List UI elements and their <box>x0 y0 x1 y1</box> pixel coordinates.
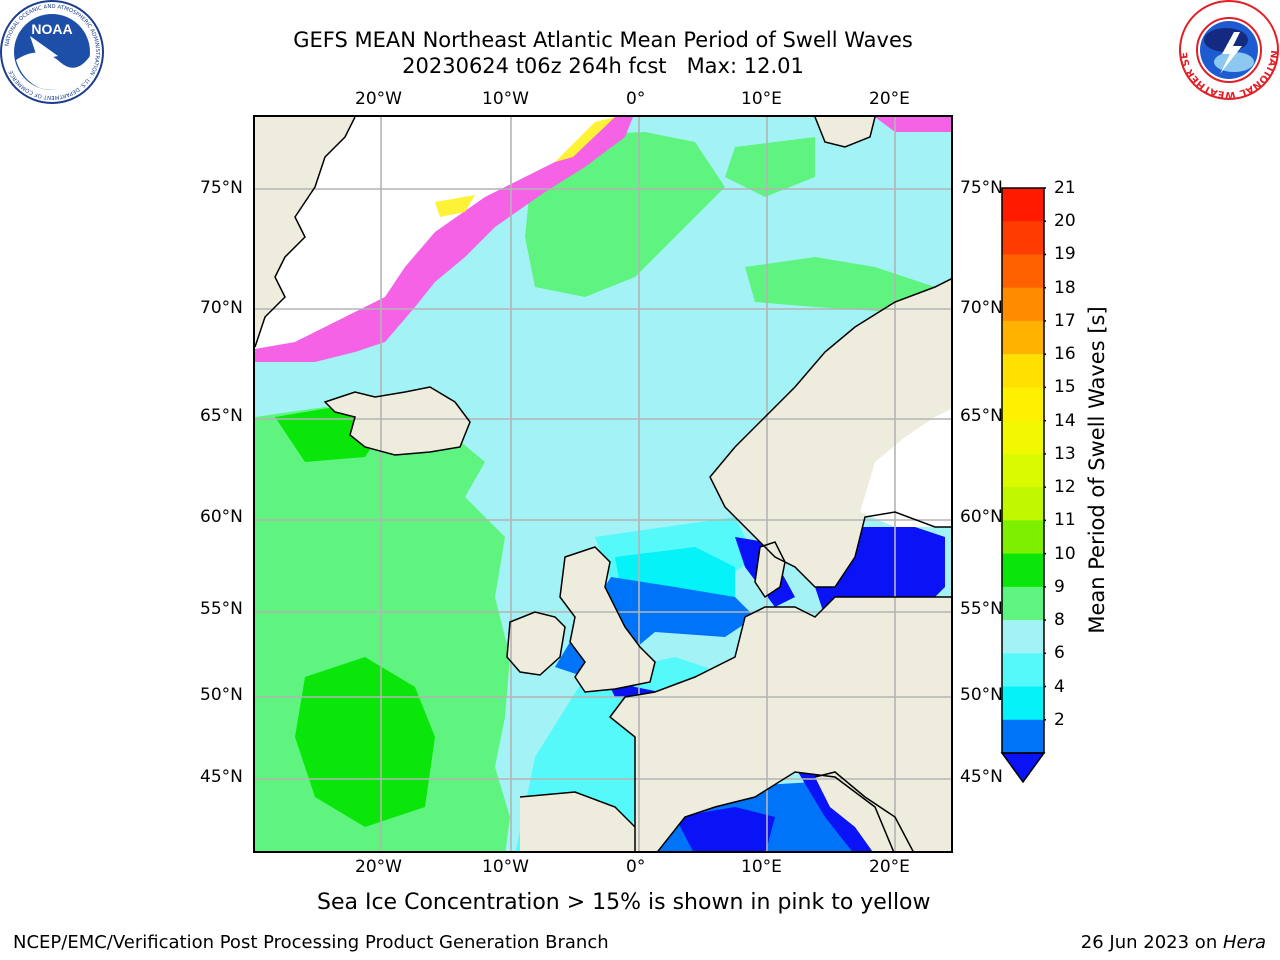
colorbar-segment <box>1002 320 1044 355</box>
colorbar-tick-label: 10 <box>1054 543 1076 564</box>
colorbar-extend-triangle <box>1000 752 1046 784</box>
colorbar-tick-label: 17 <box>1054 310 1076 331</box>
footer-date-text: 26 Jun 2023 on <box>1080 932 1223 953</box>
lat-tick-right: 70°N <box>960 298 1003 318</box>
colorbar <box>1000 187 1046 784</box>
lat-tick-right: 65°N <box>960 406 1003 426</box>
colorbar-segment <box>1002 487 1044 521</box>
sea-ice-caption: Sea Ice Concentration > 15% is shown in … <box>317 890 931 915</box>
colorbar-segment <box>1002 520 1044 555</box>
lat-tick-left: 70°N <box>200 298 243 318</box>
ocean-swell-11s <box>295 657 435 827</box>
colorbar-segment <box>1002 254 1044 289</box>
land-continental-europe <box>610 597 951 851</box>
colorbar-tick-label: 15 <box>1054 377 1076 398</box>
sea-ice-edge <box>435 195 475 217</box>
lon-tick-top: 20°W <box>355 89 402 109</box>
chart-subtitle: 20230624 t06z 264h fcst Max: 12.01 <box>402 54 804 78</box>
footer-date: 26 Jun 2023 on Hera <box>1081 932 1266 953</box>
colorbar-tick-label: 14 <box>1054 410 1076 431</box>
colorbar-tick-label: 16 <box>1054 344 1076 365</box>
ocean-swell-2s <box>675 807 775 851</box>
land-italy <box>815 772 913 851</box>
lon-tick-top: 0° <box>626 89 646 109</box>
ice-gulf-of-bothnia <box>860 409 951 527</box>
colorbar-tick-label: 20 <box>1054 211 1076 232</box>
lat-tick-left: 55°N <box>200 599 243 619</box>
coastlines <box>255 117 951 851</box>
land-denmark <box>755 542 785 597</box>
land-ireland <box>507 612 565 675</box>
colorbar-segment <box>1002 188 1044 222</box>
chart-title: GEFS MEAN Northeast Atlantic Mean Period… <box>293 28 913 52</box>
lon-tick-top: 10°E <box>741 89 782 109</box>
colorbar-tick-label: 21 <box>1054 178 1076 198</box>
footer-credit: NCEP/EMC/Verification Post Processing Pr… <box>13 932 609 953</box>
ocean-swell-10s <box>275 527 485 597</box>
sea-ice-edge <box>875 117 951 132</box>
colorbar-segment <box>1002 287 1044 322</box>
colorbar-tick-label: 18 <box>1054 277 1076 298</box>
land-iceland <box>325 387 470 455</box>
lon-tick-bottom: 20°W <box>355 857 402 877</box>
nws-logo: NATIONAL WEATHER SERVICE <box>1178 0 1279 100</box>
colorbar-segment <box>1002 420 1044 455</box>
colorbar-tick-label: 4 <box>1054 676 1065 697</box>
lon-tick-top: 20°E <box>869 89 910 109</box>
colorbar-segment <box>1002 387 1044 422</box>
colorbar-segment <box>1002 620 1044 654</box>
lat-tick-left: 75°N <box>200 178 243 198</box>
sea-ice <box>255 117 625 352</box>
footer-machine: Hera <box>1222 932 1266 953</box>
colorbar-tick-label: 19 <box>1054 244 1076 265</box>
map-panel <box>253 115 953 853</box>
land-svalbard <box>815 117 875 147</box>
lat-tick-right: 75°N <box>960 178 1003 198</box>
colorbar-tick-label: 12 <box>1054 477 1076 498</box>
colorbar-label: Mean Period of Swell Waves [s] <box>1085 306 1109 634</box>
lat-tick-right: 45°N <box>960 767 1003 787</box>
colorbar-segment <box>1002 686 1044 721</box>
lon-tick-bottom: 0° <box>626 857 646 877</box>
ocean-swell-10s <box>725 137 815 197</box>
lat-tick-left: 60°N <box>200 507 243 527</box>
colorbar-segment <box>1002 453 1044 488</box>
lat-tick-right: 60°N <box>960 507 1003 527</box>
colorbar-segment <box>1002 553 1044 588</box>
noaa-logo-text: NOAA <box>31 21 72 37</box>
lat-tick-right: 55°N <box>960 599 1003 619</box>
colorbar-frame <box>1001 187 1045 754</box>
colorbar-segment <box>1002 586 1044 621</box>
sea-ice-edge <box>555 117 615 162</box>
lat-tick-left: 50°N <box>200 685 243 705</box>
lat-tick-right: 50°N <box>960 685 1003 705</box>
colorbar-tick-label: 11 <box>1054 510 1076 531</box>
lat-tick-left: 45°N <box>200 767 243 787</box>
colorbar-tick-label: 8 <box>1054 610 1065 631</box>
land-great-britain <box>560 547 655 692</box>
lon-tick-bottom: 10°W <box>482 857 529 877</box>
land-greenland <box>255 117 355 347</box>
colorbar-tick-label: 9 <box>1054 576 1065 597</box>
colorbar-segment <box>1002 354 1044 388</box>
lon-tick-bottom: 20°E <box>869 857 910 877</box>
land-iberia <box>520 792 635 851</box>
noaa-logo: NOAA NATIONAL OCEANIC AND ATMOSPHERIC AD… <box>0 0 104 104</box>
colorbar-segment <box>1002 221 1044 255</box>
colorbar-tick-label: 2 <box>1054 709 1065 730</box>
colorbar-segment <box>1002 653 1044 688</box>
colorbar-tick-label: 13 <box>1054 443 1076 464</box>
lat-tick-left: 65°N <box>200 406 243 426</box>
swell-period-map <box>255 117 951 851</box>
colorbar-tick-label: 6 <box>1054 643 1065 664</box>
lon-tick-bottom: 10°E <box>741 857 782 877</box>
lon-tick-top: 10°W <box>482 89 529 109</box>
sea-ice-edge <box>255 117 633 362</box>
colorbar-segment <box>1002 719 1044 754</box>
